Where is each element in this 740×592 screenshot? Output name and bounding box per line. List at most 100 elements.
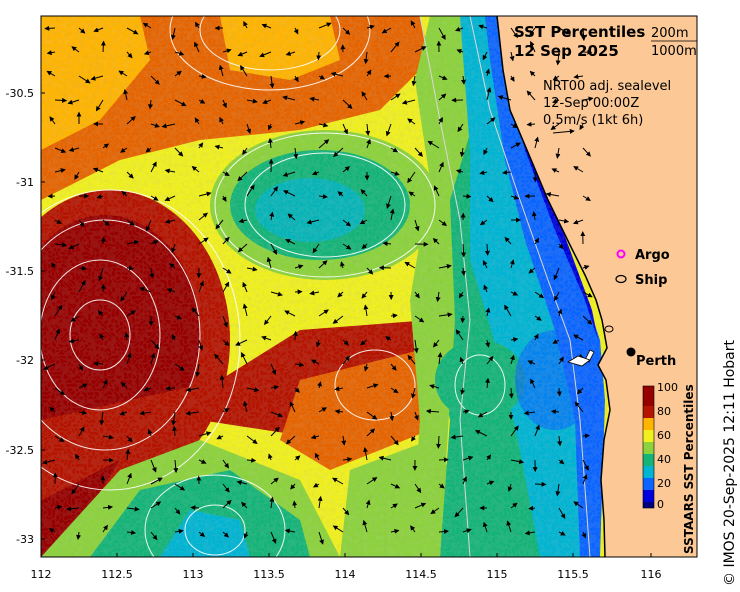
current-arrow [99, 333, 105, 341]
current-arrow [198, 531, 206, 538]
current-arrow [485, 339, 491, 348]
current-arrow [246, 457, 257, 463]
current-arrow [455, 26, 464, 32]
current-arrow [342, 99, 353, 109]
current-arrow [285, 51, 296, 56]
current-arrow [359, 219, 368, 225]
current-arrow [124, 332, 130, 341]
current-arrow [150, 352, 156, 365]
current-arrow [219, 374, 225, 389]
current-arrow [78, 383, 88, 389]
current-arrow [198, 237, 209, 245]
current-arrow [534, 481, 547, 487]
current-arrow [557, 308, 563, 317]
current-arrow [504, 304, 512, 317]
current-arrow [294, 387, 300, 393]
current-arrow [318, 407, 328, 413]
current-arrow [246, 98, 258, 104]
current-arrow [582, 474, 588, 485]
current-arrow [526, 121, 536, 127]
current-arrow [120, 147, 128, 153]
current-arrow [363, 51, 369, 65]
current-arrow [523, 410, 536, 416]
current-arrow [149, 267, 155, 279]
current-arrow [425, 408, 440, 414]
current-arrow [194, 21, 200, 29]
current-arrow [582, 291, 593, 298]
current-arrow [240, 65, 248, 77]
current-arrow [198, 459, 207, 464]
current-arrow [342, 507, 350, 516]
current-arrow [222, 315, 228, 328]
current-arrow [54, 147, 67, 153]
current-arrow [67, 99, 80, 105]
current-arrow [411, 75, 417, 87]
current-arrow [461, 75, 466, 85]
current-arrow [533, 333, 539, 341]
current-arrow [582, 459, 589, 471]
current-arrow [222, 531, 230, 538]
current-arrow [102, 524, 108, 533]
current-arrow [318, 309, 329, 317]
current-arrow [44, 25, 56, 31]
x-tick-label: 112 [31, 568, 52, 581]
current-arrow [438, 161, 444, 173]
sealevel-product: NRT00 adj. sealevel [543, 79, 671, 94]
current-arrow [100, 40, 106, 53]
current-arrow [161, 123, 176, 129]
current-arrow [411, 435, 416, 442]
current-arrow [509, 51, 515, 62]
current-arrow [46, 70, 56, 77]
current-arrow [49, 116, 56, 125]
current-arrow [71, 483, 80, 495]
current-arrow [332, 315, 344, 324]
current-arrow [450, 434, 464, 440]
current-arrow [65, 506, 80, 512]
colorbar-tick: 100 [657, 381, 678, 394]
current-arrow [222, 48, 232, 54]
current-arrow [363, 446, 368, 461]
current-arrow [510, 502, 518, 509]
current-arrow [510, 142, 521, 149]
current-arrow [174, 363, 185, 371]
current-arrow [407, 354, 416, 365]
current-arrow [222, 171, 230, 177]
colorbar-tick: 20 [657, 477, 671, 490]
current-arrow [433, 185, 440, 197]
current-arrow [71, 46, 80, 53]
colorbar-tick: 60 [657, 429, 671, 442]
current-arrow [430, 507, 440, 515]
current-arrow [551, 168, 560, 173]
y-tick-label: -33 [16, 533, 34, 546]
current-arrow [98, 267, 104, 282]
current-arrow [550, 409, 560, 415]
current-arrow [126, 116, 136, 125]
current-arrow [191, 165, 200, 173]
current-arrow [236, 480, 248, 486]
current-arrow [292, 330, 298, 341]
current-arrow [74, 171, 80, 180]
current-arrow [502, 169, 512, 175]
current-arrow [389, 208, 395, 221]
current-arrow [150, 75, 160, 85]
current-arrow [334, 386, 344, 392]
current-arrow [410, 525, 416, 533]
colorbar-tick: 80 [657, 405, 671, 418]
current-arrow [461, 243, 467, 258]
current-arrow [294, 455, 301, 461]
current-arrow [259, 51, 272, 58]
current-arrow [126, 530, 137, 535]
current-arrow [413, 339, 419, 354]
current-arrow [486, 87, 492, 101]
current-arrow [484, 243, 490, 256]
current-arrow [150, 240, 159, 245]
current-arrow [330, 71, 344, 77]
current-arrow [509, 75, 515, 82]
ship-icon [615, 274, 627, 284]
current-arrow [558, 356, 564, 365]
current-arrow [390, 387, 399, 394]
current-arrow [174, 70, 182, 77]
current-arrow [334, 409, 344, 415]
current-arrow [390, 170, 400, 176]
current-arrow [558, 27, 571, 35]
